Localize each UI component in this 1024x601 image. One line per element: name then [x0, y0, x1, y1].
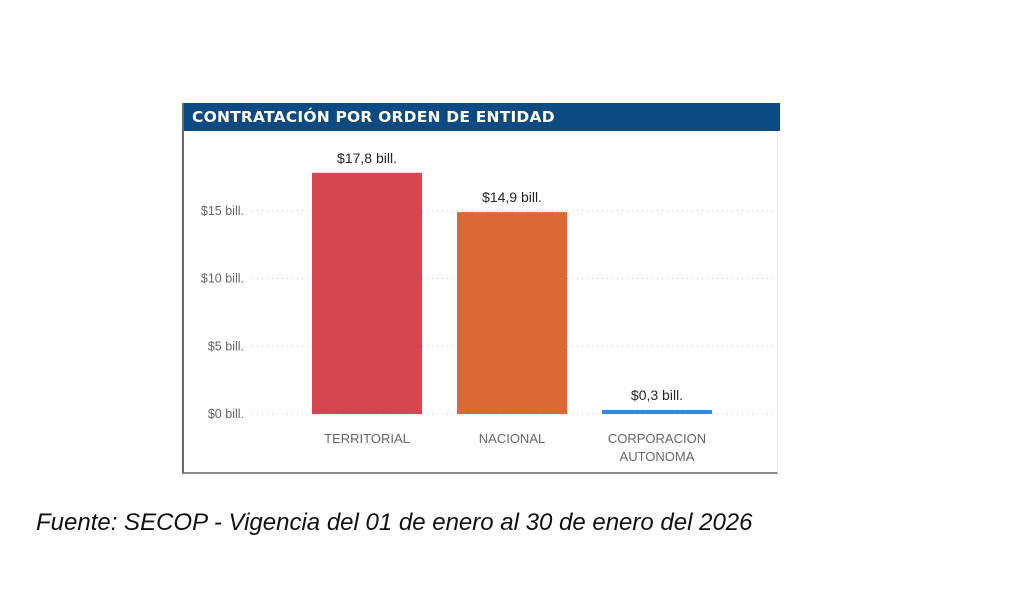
- source-note: Fuente: SECOP - Vigencia del 01 de enero…: [36, 509, 753, 536]
- category-label: AUTONOMA: [620, 449, 695, 464]
- bar-chart: $0 bill. $5 bill. $10 bill. $15 bill. $17,8…: [201, 150, 776, 464]
- data-label: $14,9 bill.: [482, 189, 542, 205]
- data-labels: $17,8 bill. $14,9 bill. $0,3 bill.: [337, 150, 683, 403]
- bars: [312, 172, 712, 414]
- category-label: TERRITORIAL: [324, 431, 410, 446]
- y-tick-label: $10 bill.: [201, 272, 244, 286]
- y-tick-label: $15 bill.: [201, 204, 244, 218]
- y-tick-label: $5 bill.: [208, 339, 244, 353]
- data-label: $17,8 bill.: [337, 150, 397, 166]
- bar-corporacion-autonoma: [602, 409, 712, 414]
- category-label: CORPORACION: [608, 431, 706, 446]
- y-axis-ticks: $0 bill. $5 bill. $10 bill. $15 bill.: [201, 204, 244, 421]
- data-label: $0,3 bill.: [631, 387, 683, 403]
- y-tick-label: $0 bill.: [208, 407, 244, 421]
- bar-territorial: [312, 172, 422, 414]
- chart-panel: $0 bill. $5 bill. $10 bill. $15 bill. $17,8…: [182, 103, 780, 474]
- bar-nacional: [457, 212, 567, 414]
- chart-title: CONTRATACIÓN POR ORDEN DE ENTIDAD: [184, 103, 780, 131]
- x-axis-categories: TERRITORIAL NACIONAL CORPORACION AUTONOMA: [324, 431, 706, 464]
- category-label: NACIONAL: [479, 431, 545, 446]
